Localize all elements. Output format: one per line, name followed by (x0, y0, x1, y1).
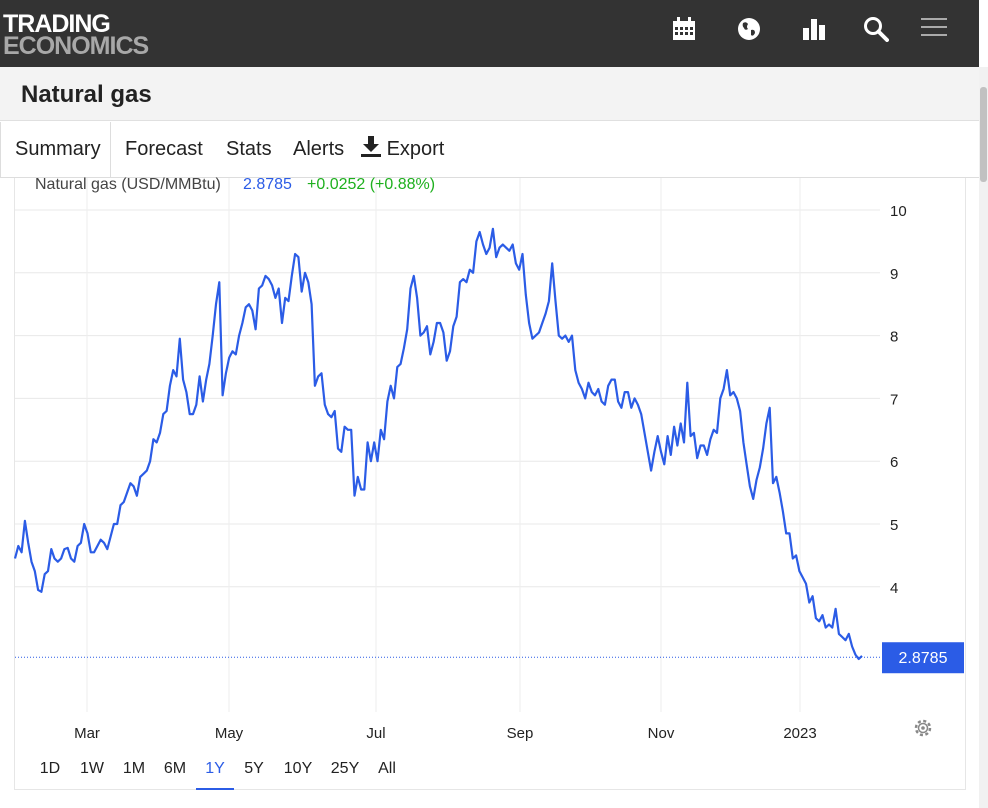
menu-icon[interactable] (921, 17, 947, 43)
globe-icon[interactable] (736, 16, 762, 42)
bar-chart-icon[interactable] (801, 16, 827, 42)
range-button-1m[interactable]: 1M (123, 760, 145, 777)
download-icon (361, 136, 381, 157)
y-tick-label: 9 (890, 266, 898, 283)
top-navbar: TRADING ECONOMICS (0, 0, 979, 67)
search-icon[interactable] (863, 16, 889, 42)
legend-change: +0.0252 (+0.88%) (307, 176, 435, 193)
range-button-6m[interactable]: 6M (164, 760, 186, 777)
tab-export[interactable]: Export (361, 122, 444, 177)
y-tick-label: 5 (890, 517, 898, 534)
range-button-1y[interactable]: 1Y (205, 760, 225, 777)
y-tick-label: 7 (890, 391, 898, 408)
chart-grid (15, 178, 880, 712)
calendar-icon[interactable] (671, 16, 697, 42)
settings-gear-icon[interactable] (914, 719, 932, 737)
tab-stats[interactable]: Stats (226, 138, 272, 160)
chart-legend: Natural gas (USD/MMBtu) 2.8785 +0.0252 (… (35, 176, 435, 193)
tab-summary[interactable]: Summary (1, 122, 111, 177)
x-axis: Mar May Jul Sep Nov 2023 (74, 725, 817, 742)
range-button-all[interactable]: All (378, 760, 396, 777)
last-price-label: 2.8785 (899, 650, 948, 667)
scroll-thumb[interactable] (980, 87, 987, 182)
last-price-badge: 2.8785 (882, 642, 964, 674)
x-tick-label: Sep (507, 725, 534, 742)
tab-alerts[interactable]: Alerts (293, 138, 345, 160)
y-tick-label: 10 (890, 203, 907, 220)
page-scrollbar[interactable] (979, 67, 988, 808)
series-line-natural-gas[interactable] (13, 227, 863, 661)
legend-value: 2.8785 (243, 176, 292, 193)
x-tick-label: May (215, 725, 244, 742)
range-button-25y[interactable]: 25Y (331, 760, 360, 777)
y-tick-label: 4 (890, 580, 898, 597)
x-tick-label: 2023 (783, 725, 816, 742)
range-button-10y[interactable]: 10Y (284, 760, 313, 777)
chart-container (14, 178, 966, 790)
tab-bar: Summary Forecast Stats Alerts Export (0, 122, 979, 178)
y-axis: 10 9 8 7 6 5 4 (890, 203, 907, 597)
page-title: Natural gas (21, 81, 152, 108)
y-tick-label: 6 (890, 454, 898, 471)
trading-economics-logo[interactable]: TRADING ECONOMICS (3, 10, 149, 60)
range-button-1w[interactable]: 1W (80, 760, 105, 777)
x-tick-label: Mar (74, 725, 100, 742)
range-button-5y[interactable]: 5Y (244, 760, 264, 777)
title-bar: Natural gas (0, 67, 979, 121)
x-tick-label: Nov (648, 725, 675, 742)
y-tick-label: 8 (890, 329, 898, 346)
range-button-1d[interactable]: 1D (40, 760, 60, 777)
logo-line-1: TRADING (3, 10, 111, 38)
logo-line-2: ECONOMICS (3, 32, 149, 60)
range-selector: 1D 1W 1M 6M 1Y 5Y 10Y 25Y All (40, 760, 396, 777)
legend-series-name: Natural gas (USD/MMBtu) (35, 176, 221, 193)
x-tick-label: Jul (366, 725, 385, 742)
tab-forecast[interactable]: Forecast (125, 138, 203, 160)
export-label: Export (386, 138, 445, 160)
